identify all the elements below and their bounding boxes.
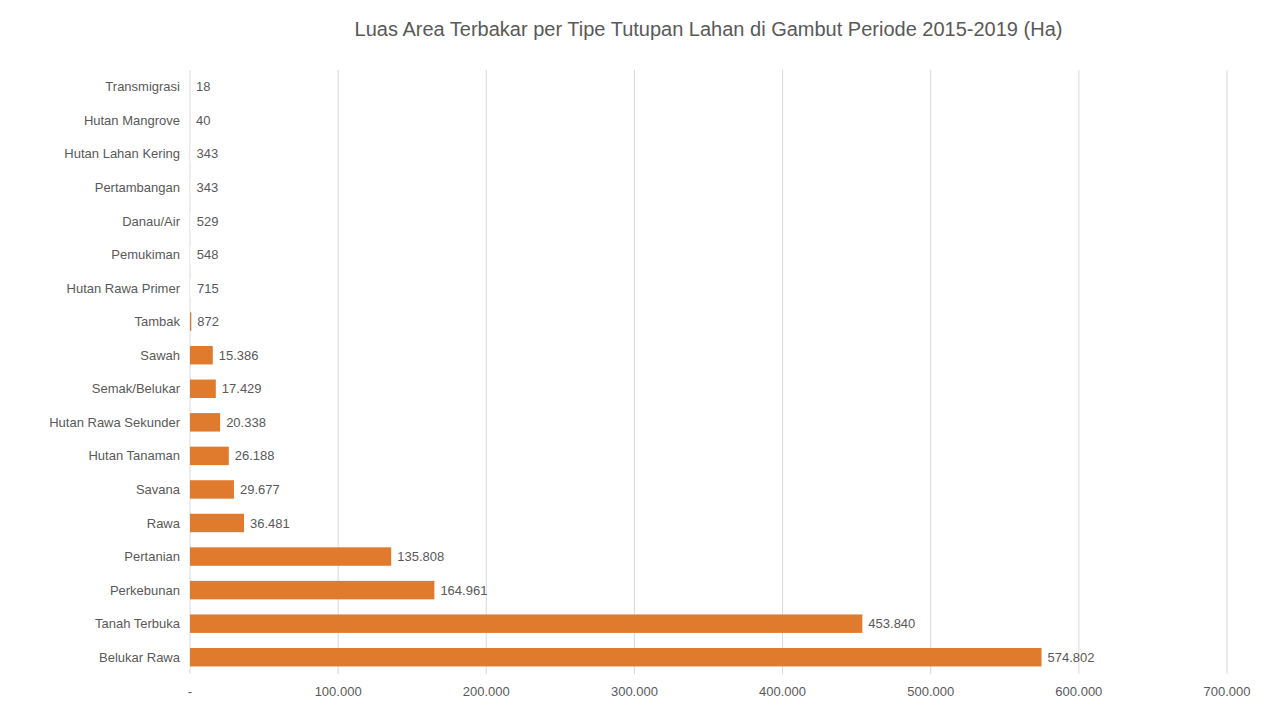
category-label: Transmigrasi <box>105 79 180 94</box>
grid-line <box>782 70 783 674</box>
x-tick-label: 400.000 <box>759 684 806 699</box>
category-label: Hutan Rawa Sekunder <box>49 415 180 430</box>
data-label: 40 <box>196 113 210 128</box>
category-label: Pemukiman <box>111 247 180 262</box>
data-label: 872 <box>197 314 219 329</box>
bar <box>190 312 191 330</box>
bar <box>190 78 191 96</box>
bar <box>190 514 244 532</box>
category-label: Semak/Belukar <box>92 381 181 396</box>
data-label: 15.386 <box>219 348 259 363</box>
category-label: Perkebunan <box>110 583 180 598</box>
bar <box>190 346 213 364</box>
data-label: 36.481 <box>250 516 290 531</box>
x-tick-label: 200.000 <box>463 684 510 699</box>
x-tick-label: 100.000 <box>315 684 362 699</box>
data-label: 548 <box>197 247 219 262</box>
data-label: 343 <box>197 180 219 195</box>
category-label: Savana <box>136 482 181 497</box>
bar <box>190 212 191 230</box>
category-label: Tambak <box>134 314 180 329</box>
bar <box>190 279 191 297</box>
grid <box>190 70 1227 674</box>
data-label: 135.808 <box>397 549 444 564</box>
bar <box>190 111 191 129</box>
x-tick-label: 700.000 <box>1204 684 1251 699</box>
data-label: 453.840 <box>868 616 915 631</box>
category-label: Hutan Mangrove <box>84 113 180 128</box>
bar <box>190 145 191 163</box>
data-label: 29.677 <box>240 482 280 497</box>
bar <box>190 413 220 431</box>
category-label: Hutan Tanaman <box>88 448 180 463</box>
title: Luas Area Terbakar per Tipe Tutupan Laha… <box>355 18 1063 40</box>
bar <box>190 614 862 632</box>
data-label: 26.188 <box>235 448 275 463</box>
category-label: Pertambangan <box>95 180 180 195</box>
grid-line <box>930 70 931 674</box>
category-label: Tanah Terbuka <box>95 616 181 631</box>
data-label: 17.429 <box>222 381 262 396</box>
bar <box>190 648 1042 666</box>
bar <box>190 245 191 263</box>
bar <box>190 447 229 465</box>
category-label: Danau/Air <box>122 214 180 229</box>
bar <box>190 380 216 398</box>
data-label: 715 <box>197 281 219 296</box>
category-label: Hutan Lahan Kering <box>64 146 180 161</box>
category-label: Sawah <box>140 348 180 363</box>
data-label: 164.961 <box>440 583 487 598</box>
grid-line <box>1227 70 1228 674</box>
x-tick-label: 500.000 <box>907 684 954 699</box>
category-label: Rawa <box>147 516 181 531</box>
x-axis: - 100.000 200.000 300.000 400.000 500.000 600.… <box>188 684 1251 699</box>
x-tick-label: 300.000 <box>611 684 658 699</box>
y-axis: Belukar Rawa Tanah Terbuka Perkebunan Perta… <box>49 79 181 664</box>
data-label: 574.802 <box>1048 650 1095 665</box>
bar <box>190 547 391 565</box>
bar <box>190 178 191 196</box>
data-label: 343 <box>197 146 219 161</box>
data-label: 18 <box>196 79 210 94</box>
data-labels: 574.802 453.840 164.961 135.808 36.481 29.677… <box>196 79 1095 664</box>
x-tick-label: - <box>188 684 192 699</box>
grid-line <box>1078 70 1079 674</box>
data-label: 529 <box>197 214 219 229</box>
grid-line <box>634 70 635 674</box>
bars <box>190 78 1042 667</box>
category-label: Belukar Rawa <box>99 650 181 665</box>
bar <box>190 480 234 498</box>
category-label: Hutan Rawa Primer <box>67 281 181 296</box>
page: {"chart_data": { "type": "bar", "orienta… <box>0 0 1277 719</box>
x-tick-label: 600.000 <box>1055 684 1102 699</box>
category-label: Pertanian <box>124 549 180 564</box>
bar <box>190 581 434 599</box>
chart: Luas Area Terbakar per Tipe Tutupan Laha… <box>0 0 1277 719</box>
data-label: 20.338 <box>226 415 266 430</box>
